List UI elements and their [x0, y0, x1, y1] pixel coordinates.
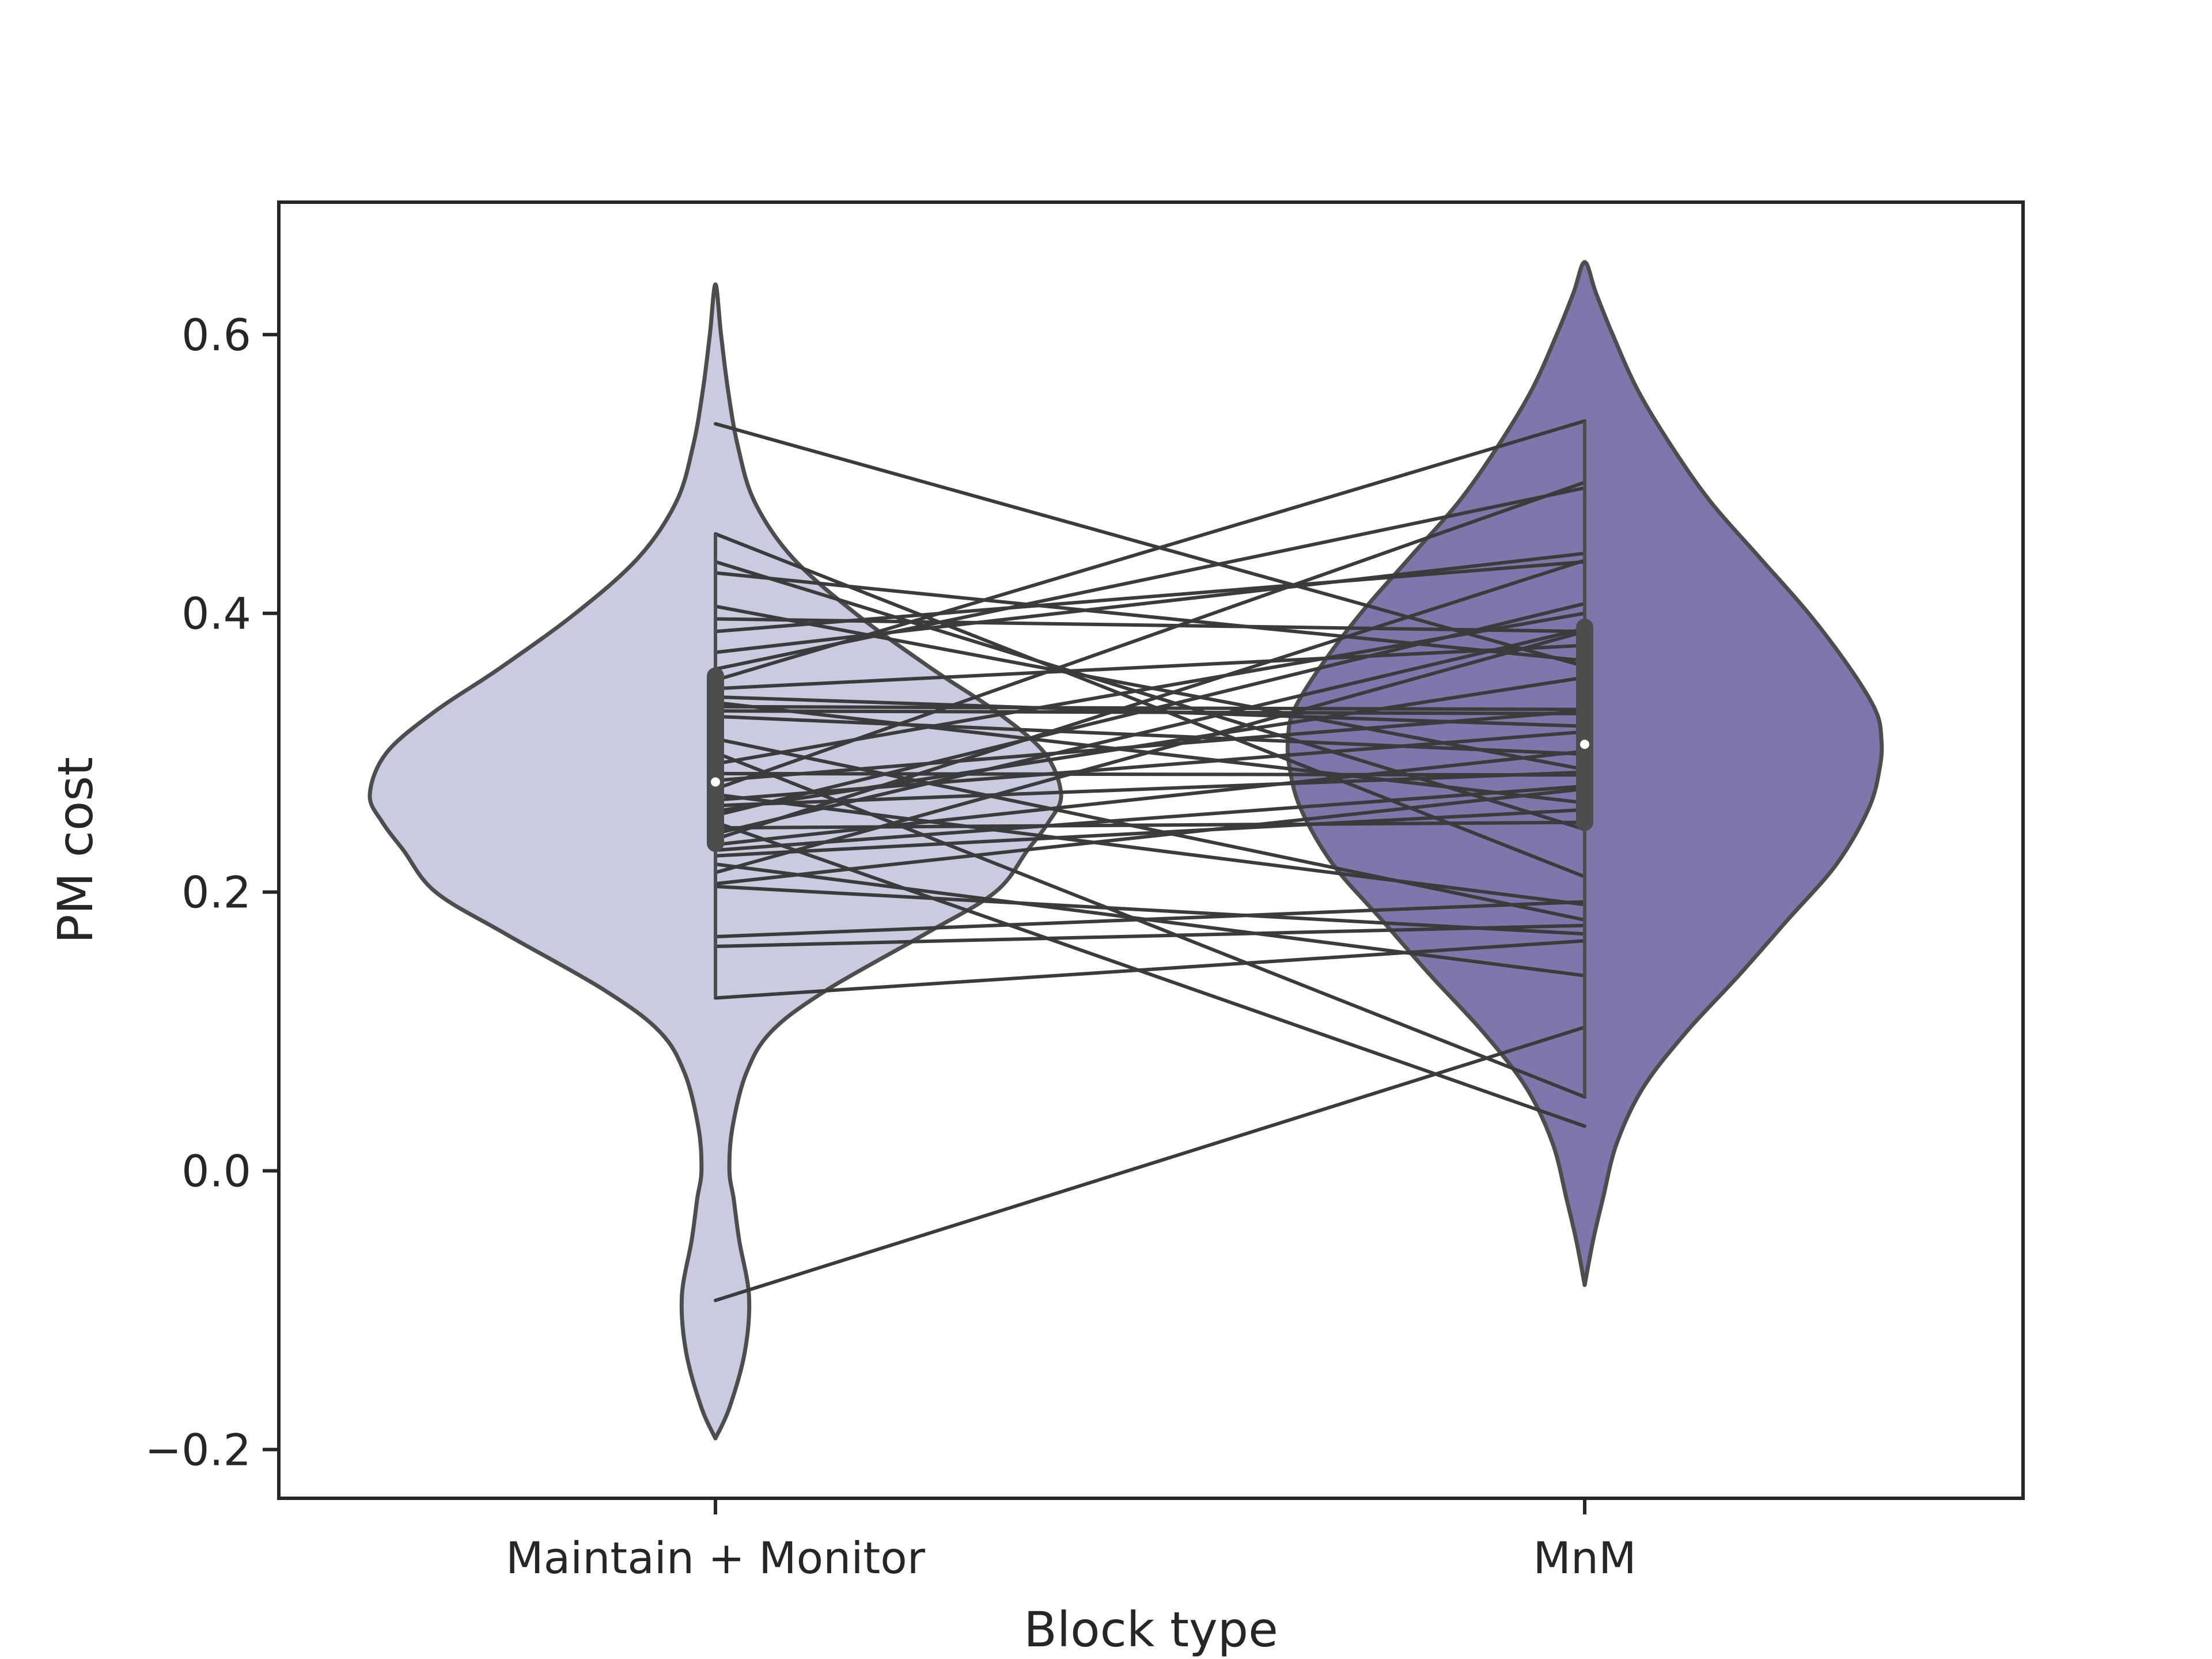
- pair-line: [714, 884, 1586, 936]
- pair-line: [714, 486, 1586, 671]
- pair-line: [714, 419, 1586, 682]
- median-marker: [1580, 740, 1589, 749]
- pair-line: [714, 793, 1586, 907]
- y-tick-label: −0.2: [145, 1424, 251, 1475]
- pair-line: [714, 627, 1586, 835]
- pair-line: [714, 558, 1586, 841]
- median-marker: [711, 777, 720, 787]
- pair-line: [714, 643, 1586, 691]
- pair-line: [714, 749, 1586, 847]
- pair-line: [714, 601, 1586, 817]
- pair-line: [714, 771, 1586, 777]
- pair-line: [714, 532, 1586, 878]
- pair-line: [714, 714, 1586, 756]
- pair-line: [714, 676, 1586, 813]
- pair-line: [714, 571, 1586, 662]
- y-axis: −0.2 0.0 0.2 0.4 0.6: [145, 309, 279, 1475]
- x-tick-label: MnM: [1533, 1532, 1636, 1584]
- y-axis-label: PM cost: [47, 757, 104, 944]
- y-tick-label: 0.6: [181, 309, 251, 361]
- pair-line: [714, 1025, 1586, 1302]
- y-tick-label: 0.2: [181, 867, 251, 918]
- x-axis-label: Block type: [1024, 1601, 1278, 1658]
- plot-frame: [277, 200, 2025, 1500]
- pair-line: [714, 784, 1586, 852]
- pair-line: [714, 751, 1586, 1099]
- pair-line: [714, 923, 1586, 948]
- pair-line: [714, 939, 1586, 1000]
- pair-line: [714, 820, 1586, 1128]
- pair-line: [714, 787, 1586, 886]
- x-tick-label: Maintain + Monitor: [506, 1532, 926, 1584]
- pair-line: [714, 709, 1586, 715]
- pair-line: [714, 808, 1586, 858]
- paired-lines-layer: [714, 419, 1586, 1302]
- y-tick-label: 0.0: [181, 1145, 251, 1196]
- violins-layer: [368, 260, 1884, 1441]
- pair-line: [714, 900, 1586, 938]
- inner-box-layer: [707, 421, 1593, 1097]
- pair-line: [714, 630, 1586, 874]
- pair-line: [714, 422, 1586, 668]
- pair-line: [714, 560, 1586, 634]
- pair-line: [714, 480, 1586, 791]
- y-tick-label: 0.4: [181, 588, 251, 639]
- pair-line: [714, 820, 1586, 830]
- x-axis: Maintain + Monitor MnM: [506, 1498, 1637, 1584]
